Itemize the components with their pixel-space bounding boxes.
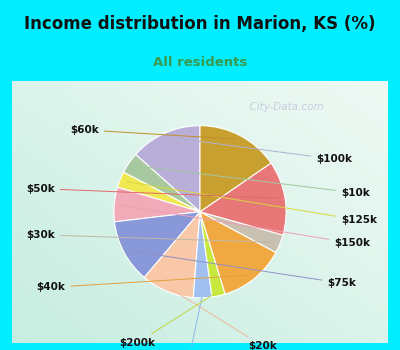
Text: $75k: $75k (130, 251, 356, 288)
Wedge shape (144, 212, 200, 298)
Text: $60k: $60k (70, 125, 235, 139)
Text: $150k: $150k (121, 205, 370, 248)
Wedge shape (200, 163, 286, 235)
Text: > $200k: > $200k (165, 296, 214, 350)
Wedge shape (200, 212, 225, 297)
Wedge shape (193, 212, 212, 298)
Text: City-Data.com: City-Data.com (243, 102, 323, 112)
Text: $50k: $50k (26, 184, 278, 198)
Text: $40k: $40k (36, 275, 249, 292)
Wedge shape (200, 212, 276, 294)
Wedge shape (124, 155, 200, 212)
Wedge shape (200, 212, 283, 252)
Wedge shape (114, 212, 200, 278)
Wedge shape (200, 126, 271, 212)
Text: $10k: $10k (135, 166, 370, 198)
Wedge shape (114, 187, 200, 222)
Text: $20k: $20k (171, 289, 277, 350)
Text: $125k: $125k (127, 182, 378, 225)
Text: All residents: All residents (153, 56, 247, 69)
Text: $200k: $200k (119, 293, 216, 348)
Text: $30k: $30k (26, 230, 273, 242)
Wedge shape (118, 172, 200, 212)
Text: Income distribution in Marion, KS (%): Income distribution in Marion, KS (%) (24, 15, 376, 33)
Wedge shape (136, 126, 200, 212)
Text: $100k: $100k (169, 138, 352, 164)
